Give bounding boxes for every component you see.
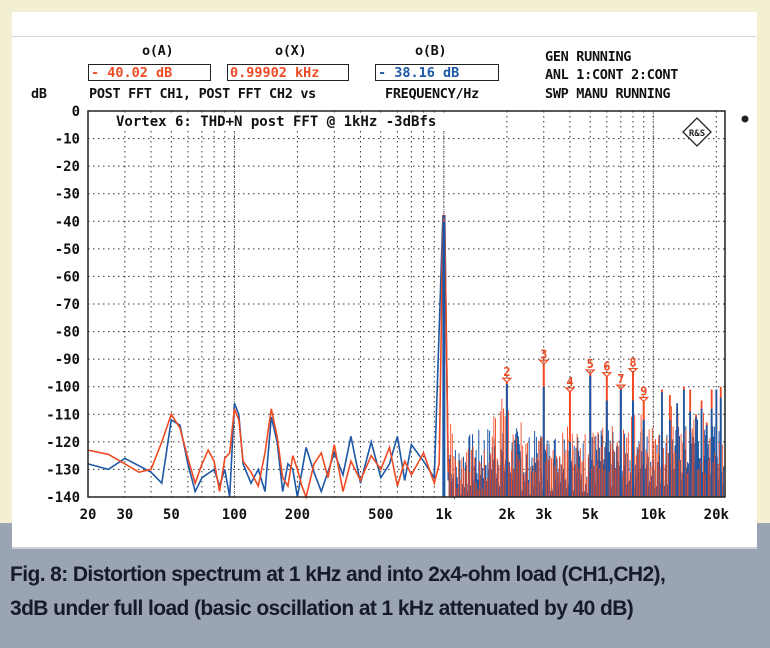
cursor-a-value: - 40.02 dB xyxy=(88,64,211,81)
fundamental-peak xyxy=(442,221,446,498)
x-tick-label: 10k xyxy=(641,507,667,523)
logo-text: R&S xyxy=(689,129,705,139)
y-tick-label: -120 xyxy=(46,435,80,451)
harmonic-marker-label: 7 xyxy=(617,372,624,386)
harmonic-marker xyxy=(627,367,639,374)
cursor-x-label: o(X) xyxy=(275,43,307,59)
plot-frame xyxy=(87,110,726,498)
harmonic-marker xyxy=(564,387,576,393)
y-tick-label: -100 xyxy=(46,380,80,396)
y-tick-label: -70 xyxy=(55,297,80,313)
y-tick-label: -90 xyxy=(55,352,80,368)
harmonic-marker-label: 3 xyxy=(540,347,547,361)
harmonic-marker-label: 6 xyxy=(603,360,610,374)
harmonic-marker xyxy=(538,359,550,366)
y-tick-label: 0 xyxy=(72,104,80,120)
y-tick-label: -110 xyxy=(46,407,80,423)
harmonic-marker xyxy=(501,377,513,384)
x-tick-label: 1k xyxy=(435,507,452,523)
x-tick-label: 3k xyxy=(535,507,552,523)
figure-caption-line2: 3dB under full load (basic oscillation a… xyxy=(10,597,634,620)
harmonic-marker xyxy=(601,372,613,378)
harmonic-marker-label: 9 xyxy=(640,385,647,399)
title-bg xyxy=(110,113,475,131)
fundamental-marker: ◊ xyxy=(441,212,446,221)
series-line xyxy=(87,215,450,498)
x-tick-label: 500 xyxy=(368,507,393,523)
harmonic-marker xyxy=(615,384,627,390)
x-tick-label: 2k xyxy=(498,507,515,523)
logo-diamond xyxy=(682,117,712,147)
cursor-b-label: o(B) xyxy=(415,43,447,59)
harmonic-marker-label: 8 xyxy=(629,356,636,370)
x-tick-label: 200 xyxy=(285,507,310,523)
y-tick-label: -30 xyxy=(55,187,80,203)
harmonic-marker xyxy=(584,369,596,375)
x-tick-label: 30 xyxy=(116,507,133,523)
figure-caption-line1: Fig. 8: Distortion spectrum at 1 kHz and… xyxy=(10,563,666,586)
cursor-b-value: - 38.16 dB xyxy=(375,64,499,81)
harmonic-marker-label: 5 xyxy=(587,357,594,371)
x-tick-label: 100 xyxy=(222,507,247,523)
y-tick-label: -50 xyxy=(55,242,80,258)
status-gen: GEN RUNNING xyxy=(545,49,632,65)
series-line xyxy=(87,220,450,500)
harmonic-marker-label: 4 xyxy=(566,375,573,389)
x-axis-description: FREQUENCY/Hz xyxy=(385,86,479,102)
cursor-a-label: o(A) xyxy=(142,43,174,59)
cursor-x-value: 0.99902 kHz xyxy=(227,64,349,81)
y-tick-label: -20 xyxy=(55,159,80,175)
x-tick-label: 20 xyxy=(80,507,97,523)
y-tick-label: -140 xyxy=(46,490,80,506)
trace-description: POST FFT CH1, POST FFT CH2 vs xyxy=(89,86,317,102)
cursor-dot-icon xyxy=(741,115,749,123)
y-tick-label: -130 xyxy=(46,462,80,478)
harmonic-marker xyxy=(638,396,650,403)
rs-logo: R&S xyxy=(682,117,712,147)
y-tick-label: -60 xyxy=(55,269,80,285)
y-tick-label: -10 xyxy=(55,132,80,148)
panel-divider xyxy=(12,36,757,37)
y-tick-label: -40 xyxy=(55,214,80,230)
status-swp: SWP MANU RUNNING xyxy=(545,86,671,102)
x-tick-label: 20k xyxy=(704,507,730,523)
x-tick-label: 50 xyxy=(163,507,180,523)
y-tick-label: -80 xyxy=(55,325,80,341)
harmonic-marker-label: 2 xyxy=(503,365,510,379)
chart-title: Vortex 6: THD+N post FFT @ 1kHz -3dBfs xyxy=(116,114,436,130)
y-unit-label: dB xyxy=(31,86,47,102)
x-tick-label: 5k xyxy=(582,507,599,523)
status-anl: ANL 1:CONT 2:CONT xyxy=(545,67,679,83)
